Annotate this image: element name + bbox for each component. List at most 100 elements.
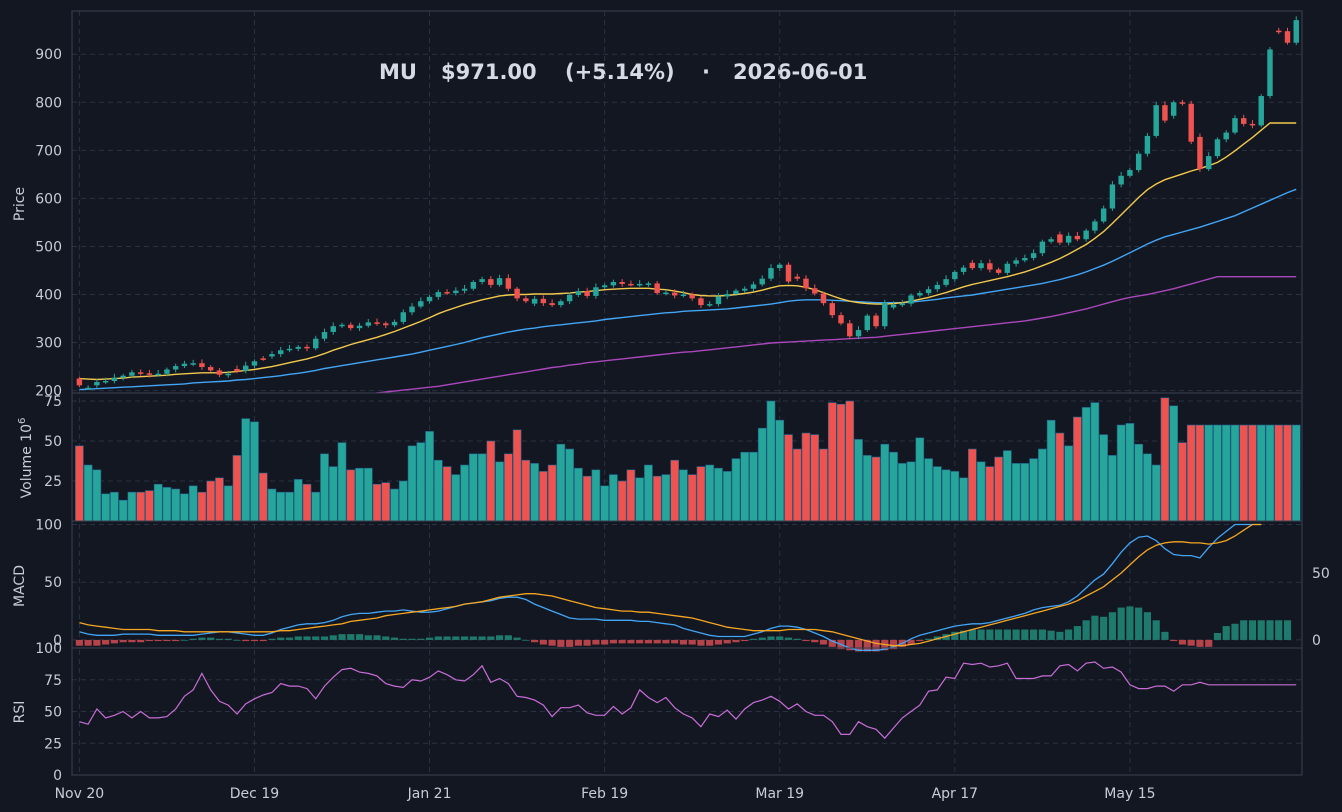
macd-histogram-bar	[566, 639, 574, 647]
macd-histogram-bar	[714, 639, 723, 645]
candle-body	[978, 263, 984, 269]
macd-histogram-bar	[609, 639, 617, 644]
candle-body	[269, 354, 275, 357]
volume-bar	[118, 499, 128, 522]
volume-bar	[75, 445, 84, 522]
volume-bar	[521, 459, 531, 522]
macd-histogram-bar	[732, 639, 740, 643]
macd-histogram-bar	[872, 639, 880, 652]
macd-histogram-bar	[1205, 639, 1213, 647]
volume-bar	[293, 479, 303, 522]
candle-body	[1197, 136, 1203, 170]
candle-body	[593, 287, 599, 296]
macd-tick-label: 50	[44, 575, 62, 591]
macd-histogram-bar	[1266, 620, 1274, 640]
rsi-tick-label: 25	[44, 736, 62, 752]
volume-bar	[1073, 416, 1082, 522]
candle-body	[873, 315, 879, 327]
volume-bar	[188, 485, 198, 522]
macd-histogram-bar	[1021, 629, 1029, 640]
volume-axis-label-exponent: 6	[17, 418, 28, 424]
candle-body	[1135, 153, 1142, 171]
macd-histogram-bar	[749, 638, 758, 640]
macd-histogram-bar	[557, 639, 565, 647]
candle-body	[321, 331, 328, 339]
macd-histogram-bar	[959, 630, 968, 640]
volume-bar	[442, 466, 452, 522]
volume-bar	[626, 469, 636, 522]
volume-bar	[1178, 442, 1187, 522]
candle-body	[794, 276, 800, 279]
volume-bar	[617, 480, 627, 522]
volume-bar	[994, 456, 1003, 522]
candle-body	[680, 294, 687, 296]
macd-histogram-bar	[215, 638, 224, 640]
volume-tick-label: 50	[44, 434, 62, 450]
volume-bar	[486, 440, 496, 522]
candle-body	[304, 346, 310, 349]
candle-body	[733, 290, 739, 295]
macd-tick-label: 0	[53, 633, 62, 649]
price-tick-label: 700	[35, 143, 62, 159]
candle-body	[1127, 170, 1133, 176]
volume-bar	[985, 466, 995, 522]
candle-body	[610, 282, 617, 286]
macd-histogram-bar	[137, 639, 145, 643]
macd-histogram-bar	[854, 639, 863, 652]
candle-body	[374, 322, 380, 324]
x-tick-label: Dec 19	[230, 786, 279, 802]
candle-body	[1004, 263, 1011, 273]
volume-bar	[101, 493, 110, 522]
candle-body	[1179, 102, 1186, 104]
candle-body	[155, 373, 161, 376]
candle-body	[286, 348, 293, 351]
macd-histogram-bar	[601, 639, 609, 645]
macd-histogram-bar	[636, 639, 644, 644]
macd-histogram-bar	[1126, 606, 1134, 640]
macd-histogram-bar	[1012, 629, 1020, 640]
volume-bar	[1081, 407, 1091, 522]
volume-bar	[328, 466, 338, 522]
volume-bar	[897, 463, 907, 522]
price-tick-label: 400	[35, 287, 62, 303]
volume-bar	[731, 458, 741, 522]
macd-histogram-bar	[1152, 620, 1160, 640]
macd-histogram-bar	[233, 639, 241, 641]
volume-bar	[171, 488, 181, 522]
candle-body	[1170, 102, 1177, 116]
candle-body	[1048, 239, 1054, 242]
candle-body	[1083, 230, 1089, 240]
candle-body	[715, 296, 722, 305]
volume-bar	[1125, 423, 1135, 522]
volume-bar	[932, 466, 942, 522]
macd-histogram-bar	[627, 639, 635, 644]
volume-bar	[311, 491, 321, 522]
macd-histogram-bar	[1257, 620, 1265, 640]
candle-body	[1022, 257, 1028, 261]
candle-body	[566, 294, 573, 302]
macd-histogram-bar	[84, 639, 92, 646]
title-date: 2026-06-01	[733, 60, 867, 84]
candle-body	[137, 372, 144, 374]
macd-histogram-bar	[224, 638, 232, 640]
ma-short-line	[79, 122, 1297, 381]
candle-body	[111, 377, 118, 381]
axis-ticks: Nov 20 Dec 19 Jan 21 Feb 19 Mar 19 Apr 17 May …	[35, 47, 1330, 802]
candle-body	[330, 326, 336, 332]
macd-histogram-bar	[968, 629, 976, 640]
volume-bar	[197, 491, 207, 522]
macd-histogram-bar	[1170, 639, 1178, 642]
candle-body	[1092, 221, 1098, 231]
candle-body	[1205, 156, 1212, 170]
macd-histogram-bar	[1231, 623, 1239, 640]
macd-histogram-bar	[172, 639, 180, 642]
macd-histogram-bar	[1143, 612, 1152, 640]
title-change: (+5.14%)	[565, 60, 675, 84]
candle-body	[260, 358, 266, 360]
rsi-tick-label: 75	[44, 673, 62, 689]
x-tick-label: Apr 17	[932, 786, 978, 802]
macd-histogram-bar	[924, 638, 933, 640]
volume-bar	[1160, 397, 1170, 522]
volume-bar	[836, 403, 846, 522]
